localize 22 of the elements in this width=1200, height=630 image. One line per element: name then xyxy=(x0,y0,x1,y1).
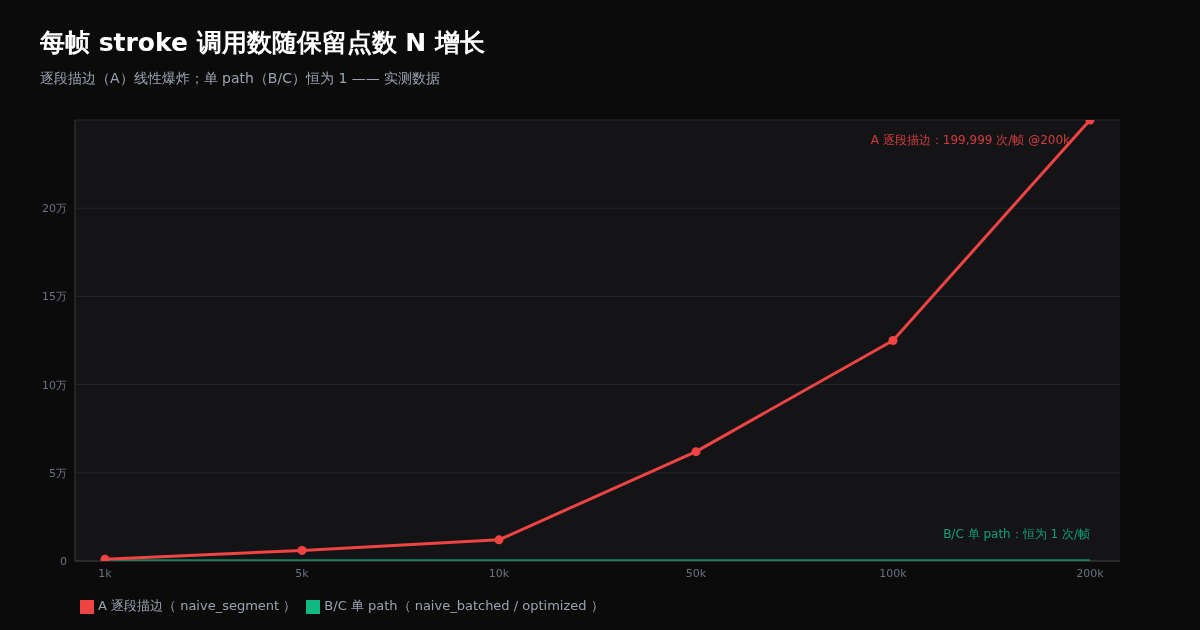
point xyxy=(100,554,110,561)
point xyxy=(888,336,898,345)
y-tick-label: 10万 xyxy=(42,378,67,392)
y-tick-label: 0 xyxy=(60,554,67,568)
x-tick-label: 5k xyxy=(295,566,310,580)
chart-subtitle: 逐段描边（A）线性爆炸；单 path（B/C）恒为 1 —— 实测数据 xyxy=(40,70,441,88)
point xyxy=(297,545,307,555)
x-tick-label: 10k xyxy=(488,566,510,580)
note-label: B/C 单 path：恒为 1 次/帧 xyxy=(943,526,1090,543)
x-tick-label: 100k xyxy=(879,566,908,580)
y-tick-label: 20万 xyxy=(42,202,67,216)
x-tick-label: 1k xyxy=(98,566,113,580)
point xyxy=(494,535,504,545)
note-label: A 逐段描边：199,999 次/帧 @200k xyxy=(870,132,1070,149)
chart-title: 每帧 stroke 调用数随保留点数 N 增长 xyxy=(40,27,485,59)
y-tick-label: 5万 xyxy=(49,466,67,480)
y-tick-label: 15万 xyxy=(42,290,67,304)
x-tick-label: 50k xyxy=(685,566,707,580)
legend-label: A 逐段描边（ naive_segment ） xyxy=(98,598,297,613)
x-tick-label: 200k xyxy=(1076,566,1105,580)
legend-label: B/C 单 path（ naive_batched / optimized ） xyxy=(324,598,604,613)
point xyxy=(691,447,701,457)
